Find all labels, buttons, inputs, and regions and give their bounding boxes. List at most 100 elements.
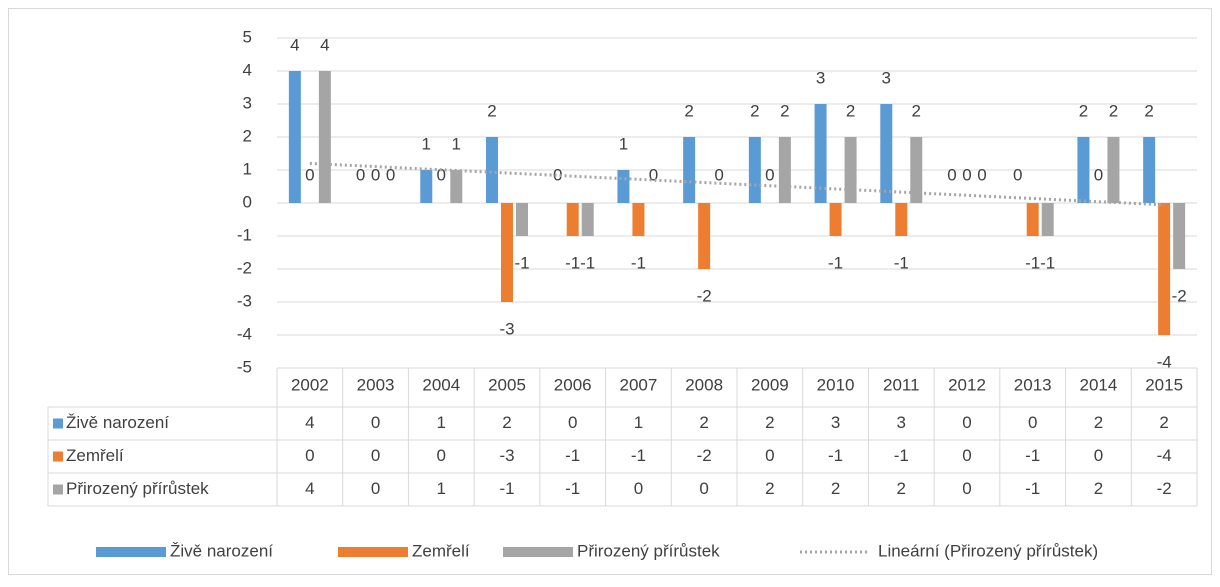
x-tick-label: 2005 xyxy=(488,375,526,394)
table-cell: 2 xyxy=(1094,413,1103,432)
y-tick-label: -4 xyxy=(237,324,252,343)
data-label: -3 xyxy=(499,319,514,338)
table-legend-key xyxy=(53,484,63,495)
bar xyxy=(516,203,528,236)
data-label: 0 xyxy=(977,165,986,184)
data-label: 0 xyxy=(962,165,971,184)
table-cell: 1 xyxy=(437,413,446,432)
data-label: -1 xyxy=(828,253,843,272)
table-cell: 0 xyxy=(699,479,708,498)
y-tick-label: 0 xyxy=(243,192,252,211)
table-legend-key xyxy=(53,451,63,462)
data-label: 3 xyxy=(816,68,825,87)
bar xyxy=(501,203,513,302)
data-label: 2 xyxy=(750,101,759,120)
table-cell: 0 xyxy=(437,446,446,465)
table-cell: 0 xyxy=(371,413,380,432)
x-tick-label: 2007 xyxy=(620,375,658,394)
bar xyxy=(910,137,923,203)
data-label: 0 xyxy=(553,165,562,184)
data-label: 0 xyxy=(1094,165,1103,184)
table-cell: 0 xyxy=(634,479,643,498)
table-cell: 1 xyxy=(634,413,643,432)
y-tick-label: -1 xyxy=(237,225,252,244)
table-cell: 0 xyxy=(962,446,971,465)
data-label: 0 xyxy=(765,165,774,184)
table-cell: 2 xyxy=(831,479,840,498)
data-label: 2 xyxy=(684,101,693,120)
y-tick-label: 5 xyxy=(243,27,252,46)
bar xyxy=(1143,137,1156,203)
bar xyxy=(814,104,827,203)
y-tick-label: -5 xyxy=(237,357,252,376)
table-legend-key xyxy=(53,418,63,429)
legend-label: Přirozený přírůstek xyxy=(577,541,720,560)
y-tick-label: -3 xyxy=(237,291,252,310)
x-tick-label: 2002 xyxy=(291,375,329,394)
data-label: 4 xyxy=(320,35,329,54)
y-tick-label: 4 xyxy=(243,60,252,79)
table-cell: 2 xyxy=(1094,479,1103,498)
table-cell: -1 xyxy=(631,446,646,465)
data-label: -1 xyxy=(514,253,529,272)
bar xyxy=(632,203,645,236)
x-tick-label: 2006 xyxy=(554,375,592,394)
table-cell: 0 xyxy=(568,413,577,432)
data-label: 2 xyxy=(912,101,921,120)
data-label: 2 xyxy=(846,101,855,120)
table-cell: -4 xyxy=(1157,446,1172,465)
data-label: -1 xyxy=(580,253,595,272)
table-cell: -1 xyxy=(1025,446,1040,465)
table-cell: 0 xyxy=(1028,413,1037,432)
data-label: -4 xyxy=(1157,352,1172,371)
bar xyxy=(1158,203,1171,335)
table-cell: 0 xyxy=(305,446,314,465)
data-label: 0 xyxy=(386,165,395,184)
bar xyxy=(748,137,761,203)
table-row-label: Živě narození xyxy=(66,413,169,432)
legend-label: Živě narození xyxy=(170,541,273,560)
data-label: -1 xyxy=(894,253,909,272)
y-tick-label: 1 xyxy=(243,159,252,178)
data-label: 1 xyxy=(619,134,628,153)
table-row-label: Přirozený přírůstek xyxy=(66,479,209,498)
table-cell: 4 xyxy=(305,479,314,498)
data-label: 0 xyxy=(371,165,380,184)
table-cell: -3 xyxy=(499,446,514,465)
data-label: 0 xyxy=(1013,165,1022,184)
table-cell: -2 xyxy=(1157,479,1172,498)
table-cell: -1 xyxy=(1025,479,1040,498)
table-cell: -1 xyxy=(565,479,580,498)
data-label: 0 xyxy=(947,165,956,184)
bar xyxy=(895,203,908,236)
bar xyxy=(581,203,594,236)
bar xyxy=(844,137,857,203)
bar xyxy=(1041,203,1054,236)
bar xyxy=(1026,203,1039,236)
data-label: 2 xyxy=(1109,101,1118,120)
table-cell: 0 xyxy=(765,446,774,465)
table-cell: -1 xyxy=(565,446,580,465)
bar xyxy=(486,137,498,203)
data-label: 2 xyxy=(1144,101,1153,120)
table-cell: 3 xyxy=(897,413,906,432)
bar xyxy=(1107,137,1120,203)
bar xyxy=(450,170,463,203)
legend-label: Zemřelí xyxy=(412,541,470,560)
table-cell: -1 xyxy=(499,479,514,498)
table-cell: 2 xyxy=(765,413,774,432)
bar xyxy=(698,203,711,269)
table-cell: 0 xyxy=(371,479,380,498)
data-label: -2 xyxy=(697,286,712,305)
data-label: -1 xyxy=(631,253,646,272)
data-label: 2 xyxy=(487,101,496,120)
table-row-label: Zemřelí xyxy=(66,446,124,465)
data-label: 0 xyxy=(714,165,723,184)
bar xyxy=(566,203,579,236)
x-tick-label: 2012 xyxy=(948,375,986,394)
table-cell: 2 xyxy=(1159,413,1168,432)
x-tick-label: 2003 xyxy=(357,375,395,394)
chart-border xyxy=(8,8,1212,575)
x-tick-label: 2013 xyxy=(1014,375,1052,394)
table-cell: 1 xyxy=(437,479,446,498)
